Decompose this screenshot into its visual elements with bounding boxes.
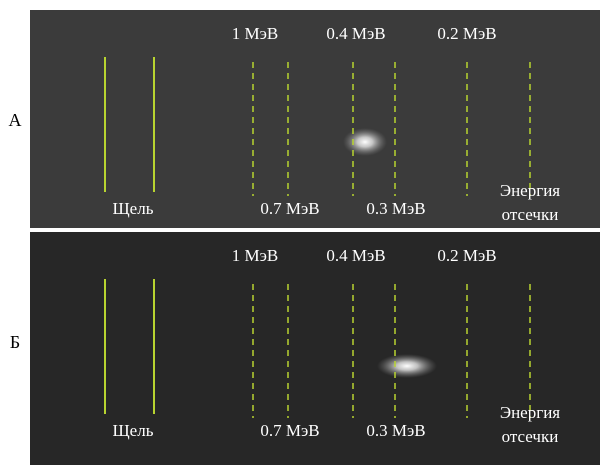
energy-label: 1 МэВ: [232, 24, 279, 43]
energy-label: 0.7 МэВ: [260, 199, 319, 218]
energy-label: 1 МэВ: [232, 246, 279, 265]
energy-label: 0.7 МэВ: [260, 421, 319, 440]
panel-label: Б: [10, 332, 20, 352]
glow: [343, 128, 387, 156]
energy-label: 0.3 МэВ: [366, 199, 425, 218]
cutoff-label: Энергия: [500, 403, 560, 422]
panel-label: А: [9, 110, 22, 130]
cutoff-label: отсечки: [502, 205, 559, 224]
cutoff-label: Энергия: [500, 181, 560, 200]
figure: А 1 МэВ 0.4 МэВ 0.2 МэВ Щель 0.7 МэВ 0.3 МэВ Эн…: [0, 0, 600, 465]
energy-label: 0.4 МэВ: [326, 246, 385, 265]
energy-label: 0.3 МэВ: [366, 421, 425, 440]
glow: [377, 354, 437, 378]
cutoff-label: отсечки: [502, 427, 559, 446]
energy-label: 0.2 МэВ: [437, 24, 496, 43]
energy-label: Щель: [113, 421, 154, 440]
energy-label: Щель: [113, 199, 154, 218]
energy-label: 0.4 МэВ: [326, 24, 385, 43]
energy-label: 0.2 МэВ: [437, 246, 496, 265]
